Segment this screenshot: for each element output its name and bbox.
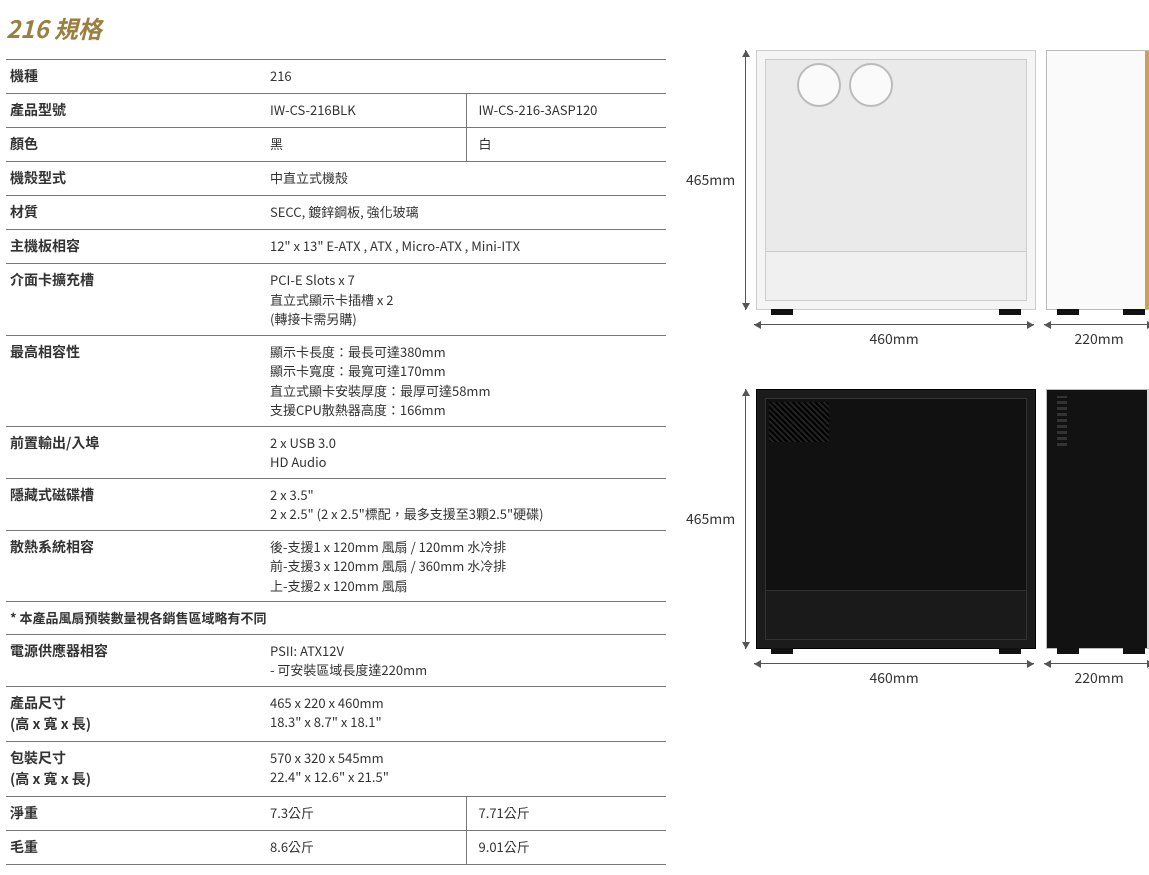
spec-value: 2 x 3.5"2 x 2.5" (2 x 2.5"標配，最多支援至3顆2.5"…	[266, 478, 666, 530]
spec-value: 2 x USB 3.0HD Audio	[266, 426, 666, 478]
page-title: 216 規格	[6, 10, 666, 45]
dim-width-front-label: 220mm	[1075, 329, 1124, 349]
spec-label: 前置輸出/入埠	[6, 426, 266, 478]
case-black-side	[756, 389, 1036, 649]
arrow-horizontal-icon	[754, 663, 1034, 664]
spec-value: 7.71公斤	[466, 796, 666, 830]
spec-column: 216 規格 機種216產品型號IW-CS-216BLKIW-CS-216-3A…	[6, 10, 666, 865]
diagram-column: 465mm	[686, 10, 1149, 865]
spec-label: 機殼型式	[6, 162, 266, 196]
arrow-vertical-icon	[745, 50, 746, 310]
spec-label: 電源供應器相容	[6, 634, 266, 686]
spec-label: 毛重	[6, 830, 266, 864]
spec-value: 白	[466, 128, 666, 162]
spec-value: 後-支援1 x 120mm 風扇 / 120mm 水冷排前-支援3 x 120m…	[266, 530, 666, 602]
dim-width-front-label: 220mm	[1075, 668, 1124, 688]
spec-label: 產品尺寸(高 x 寬 x 長)	[6, 686, 266, 741]
spec-label: 散熱系統相容	[6, 530, 266, 602]
spec-value: 黑	[266, 128, 466, 162]
spec-value: 7.3公斤	[266, 796, 466, 830]
spec-value: 12" x 13" E-ATX , ATX , Micro-ATX , Mini…	[266, 230, 666, 264]
arrow-horizontal-icon	[1044, 663, 1149, 664]
spec-value: 465 x 220 x 460mm18.3" x 8.7" x 18.1"	[266, 686, 666, 741]
spec-value: SECC, 鍍鋅鋼板, 強化玻璃	[266, 196, 666, 230]
dim-height-label: 465mm	[686, 170, 735, 190]
spec-value: IW-CS-216BLK	[266, 94, 466, 128]
case-white-front	[1046, 50, 1149, 310]
spec-value: 8.6公斤	[266, 830, 466, 864]
spec-table: 機種216產品型號IW-CS-216BLKIW-CS-216-3ASP120 顏色…	[6, 59, 666, 865]
diagram-black: 465mm	[686, 389, 1149, 688]
dim-width-side-label: 460mm	[870, 329, 919, 349]
case-white-side	[756, 50, 1036, 310]
spec-value: 216	[266, 60, 666, 94]
spec-label: 主機板相容	[6, 230, 266, 264]
spec-label: 產品型號	[6, 94, 266, 128]
spec-label: 淨重	[6, 796, 266, 830]
page: 216 規格 機種216產品型號IW-CS-216BLKIW-CS-216-3A…	[6, 10, 1143, 865]
arrow-horizontal-icon	[1044, 324, 1149, 325]
spec-label: 顏色	[6, 128, 266, 162]
spec-value: 顯示卡長度：最長可達380mm顯示卡寬度：最寬可達170mm直立式顯卡安裝厚度：…	[266, 335, 666, 426]
dim-height-label: 465mm	[686, 509, 735, 529]
spec-value: 中直立式機殼	[266, 162, 666, 196]
spec-label: 隱藏式磁碟槽	[6, 478, 266, 530]
spec-value: 9.01公斤	[466, 830, 666, 864]
spec-label: 包裝尺寸(高 x 寬 x 長)	[6, 741, 266, 796]
spec-value: PSII: ATX12V- 可安裝區域長度達220mm	[266, 634, 666, 686]
case-black-front	[1046, 389, 1149, 649]
arrow-vertical-icon	[745, 389, 746, 649]
spec-label: 機種	[6, 60, 266, 94]
spec-label: 最高相容性	[6, 335, 266, 426]
spec-note: * 本產品風扇預裝數量視各銷售區域略有不同	[6, 602, 666, 635]
spec-value: 570 x 320 x 545mm22.4" x 12.6" x 21.5"	[266, 741, 666, 796]
spec-value: PCI-E Slots x 7直立式顯示卡插槽 x 2(轉接卡需另購)	[266, 264, 666, 336]
dim-width-side-label: 460mm	[870, 668, 919, 688]
spec-label: 材質	[6, 196, 266, 230]
diagram-white: 465mm	[686, 50, 1149, 349]
spec-value: IW-CS-216-3ASP120	[466, 94, 666, 128]
arrow-horizontal-icon	[754, 324, 1034, 325]
spec-label: 介面卡擴充槽	[6, 264, 266, 336]
